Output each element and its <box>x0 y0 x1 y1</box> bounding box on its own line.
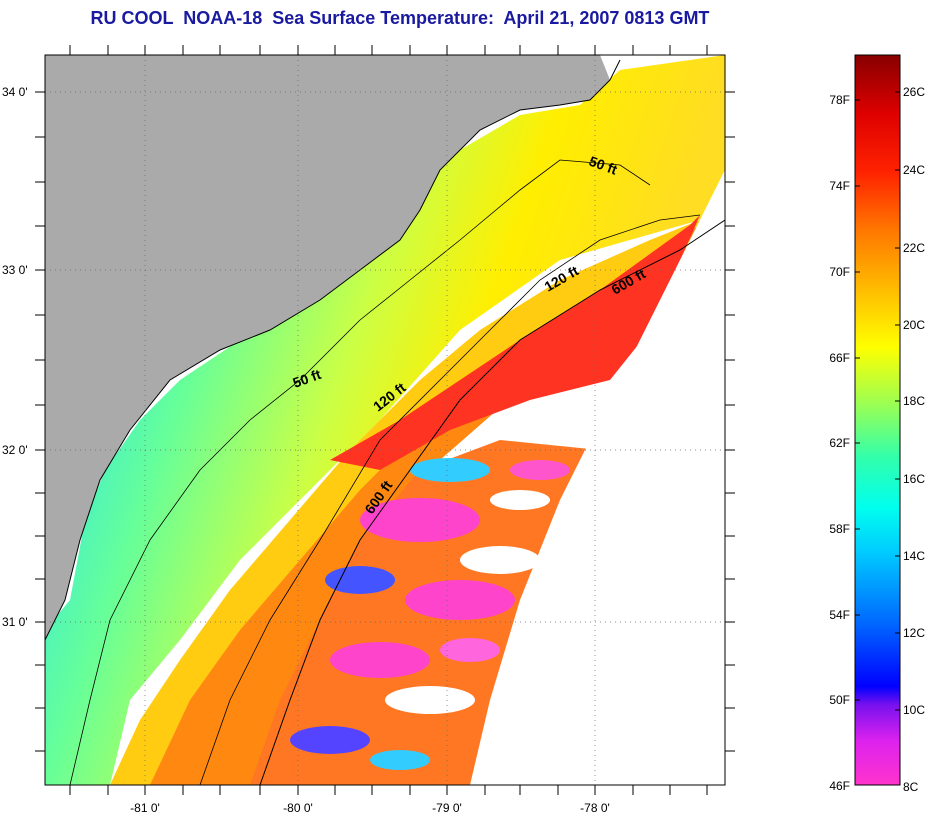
isobath-120ft <box>199 214 701 785</box>
cloud-contaminated-region <box>250 440 600 785</box>
colorbar-f-label: 70F <box>829 265 850 279</box>
colorbar-c-label: 26C <box>903 85 925 99</box>
gulf-stream <box>330 215 700 470</box>
colorbar-f-label: 50F <box>829 693 850 707</box>
map-title: RU COOL NOAA-18 Sea Surface Temperature:… <box>90 8 710 28</box>
colorbar-f-label: 78F <box>829 93 850 107</box>
colorbar-ticks <box>855 91 900 711</box>
outer-shelf-band <box>150 225 700 785</box>
lat-label: 32 0' <box>2 443 28 457</box>
colorbar-f-label: 58F <box>829 522 850 536</box>
axis-ticks <box>35 45 735 795</box>
colorbar-c-label: 10C <box>903 703 925 717</box>
lon-label: -80 0' <box>283 801 313 815</box>
lat-label: 34 0' <box>2 85 28 99</box>
colorbar-c-label: 24C <box>903 163 925 177</box>
colorbar-f-label: 54F <box>829 608 850 622</box>
colorbar-c-label: 16C <box>903 472 925 486</box>
colorbar-f-label: 66F <box>829 351 850 365</box>
lat-label: 33 0' <box>2 263 28 277</box>
colorbar-f-label: 62F <box>829 436 850 450</box>
colorbar <box>854 54 901 786</box>
colorbar-c-label: 12C <box>903 626 925 640</box>
lat-label: 31 0' <box>2 615 28 629</box>
lon-label: -79 0' <box>432 801 462 815</box>
map-frame <box>44 54 726 786</box>
colorbar-c-label: 20C <box>903 318 925 332</box>
shelf-water <box>45 55 725 785</box>
swath-no-data <box>470 170 725 785</box>
land <box>45 55 610 640</box>
colorbar-c-label: 18C <box>903 394 925 408</box>
lon-label: -81 0' <box>130 801 160 815</box>
colorbar-f-label: 46F <box>829 779 850 793</box>
isobath-50ft <box>69 159 651 785</box>
colorbar-c-label: 22C <box>903 241 925 255</box>
colorbar-c-label: 8C <box>903 780 919 794</box>
colorbar-f-label: 74F <box>829 179 850 193</box>
graticule <box>45 55 725 785</box>
colorbar-c-label: 14C <box>903 549 925 563</box>
lon-label: -78 0' <box>580 801 610 815</box>
